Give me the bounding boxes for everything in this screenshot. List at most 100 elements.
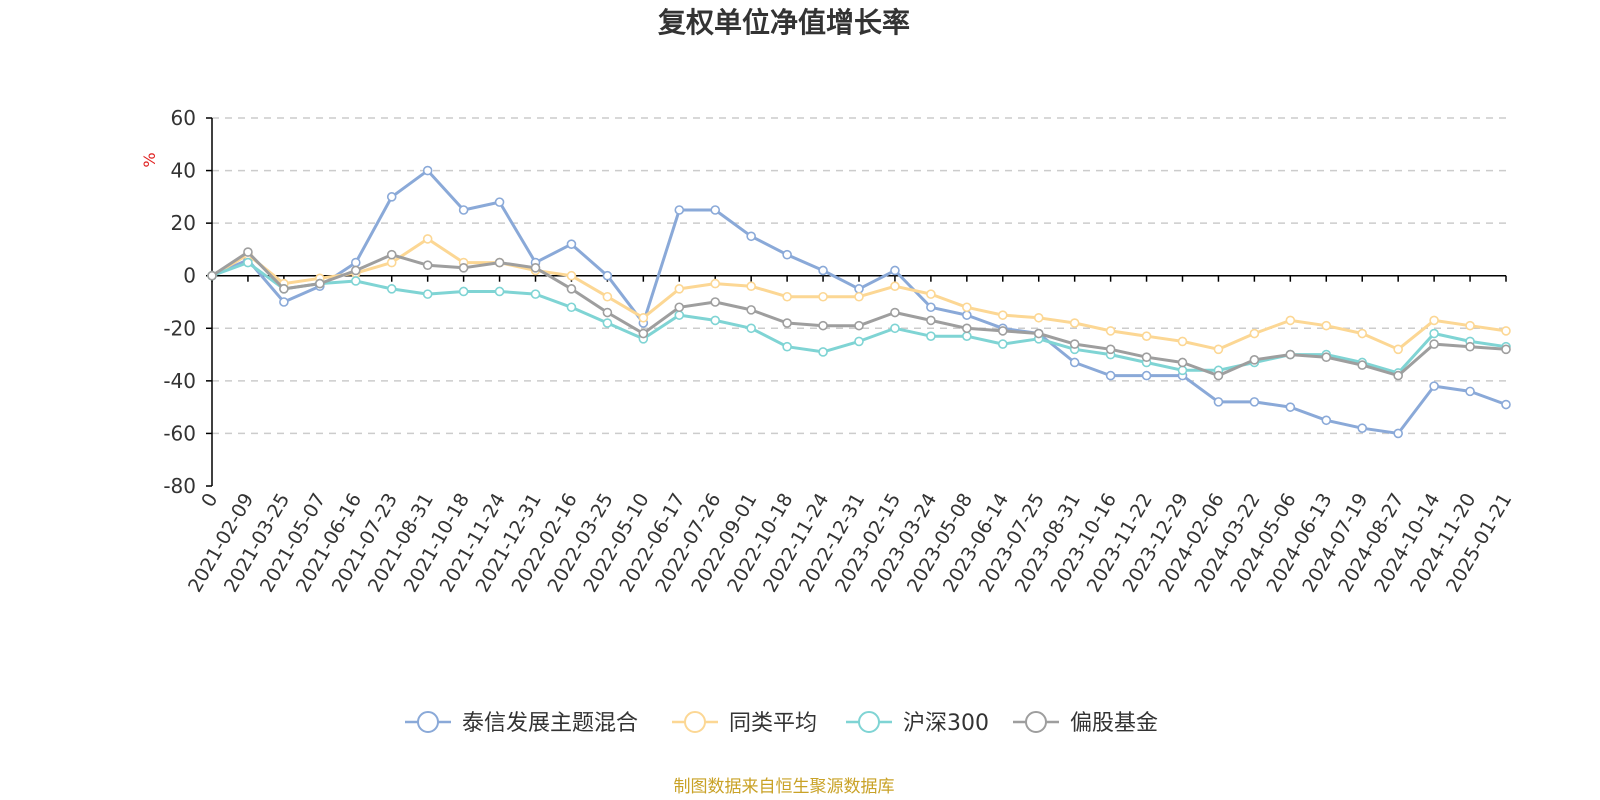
- data-point: [890, 281, 900, 292]
- data-point: [566, 284, 577, 294]
- y-tick-label: 0: [183, 264, 196, 288]
- data-point: [530, 289, 541, 299]
- data-point: [674, 310, 685, 320]
- legend-item[interactable]: 沪深300: [846, 711, 989, 736]
- data-point: [1069, 318, 1080, 328]
- data-point: [1285, 349, 1296, 360]
- data-point: [422, 165, 433, 176]
- data-point: [1465, 320, 1475, 331]
- data-point: [1393, 428, 1403, 439]
- data-point: [710, 297, 721, 307]
- data-point: [746, 281, 756, 292]
- data-point: [674, 205, 685, 215]
- series-line: [210, 250, 1508, 378]
- data-point: [1321, 320, 1332, 331]
- series-line: [210, 169, 1508, 435]
- data-point: [1501, 399, 1511, 410]
- data-point: [926, 331, 936, 341]
- legend-marker-icon: [684, 711, 706, 733]
- data-point: [1141, 331, 1152, 341]
- data-point: [350, 265, 361, 276]
- legend[interactable]: 泰信发展主题混合 同类平均 沪深300 偏股基金: [405, 711, 1158, 736]
- data-point: [1249, 328, 1260, 339]
- legend-label: 沪深300: [903, 711, 989, 736]
- data-point: [1177, 336, 1188, 347]
- legend-label: 泰信发展主题混合: [462, 711, 638, 736]
- data-point: [782, 318, 792, 328]
- data-point: [1357, 328, 1368, 339]
- data-point: [1249, 397, 1260, 407]
- y-tick-label: -40: [163, 369, 196, 393]
- data-point: [1501, 326, 1511, 336]
- data-point: [494, 257, 505, 268]
- data-point: [566, 239, 577, 249]
- data-point: [279, 284, 289, 294]
- data-point: [494, 197, 505, 207]
- source-note: 制图数据来自恒生聚源数据库: [674, 777, 895, 797]
- data-point: [243, 247, 253, 257]
- data-point: [243, 257, 253, 268]
- data-point: [458, 205, 469, 215]
- data-point: [1465, 386, 1475, 397]
- data-point: [1177, 357, 1188, 368]
- data-point: [710, 315, 721, 326]
- data-point: [315, 278, 325, 289]
- data-point: [207, 270, 217, 281]
- data-point: [854, 284, 864, 294]
- data-point: [818, 265, 828, 276]
- data-point: [962, 310, 972, 320]
- data-point: [746, 305, 756, 315]
- legend-marker-icon: [1025, 711, 1047, 733]
- data-point: [818, 320, 828, 331]
- data-point: [602, 307, 613, 318]
- data-point: [1069, 339, 1080, 349]
- data-point: [1213, 397, 1224, 407]
- data-point: [962, 302, 972, 313]
- data-point: [674, 284, 685, 294]
- data-point: [854, 291, 864, 302]
- data-point: [566, 302, 577, 313]
- data-point: [1177, 365, 1188, 376]
- data-point: [1105, 326, 1116, 336]
- y-tick-label: 20: [171, 211, 196, 235]
- data-point: [1141, 370, 1152, 381]
- data-point: [674, 302, 685, 313]
- data-point: [1429, 315, 1439, 326]
- data-point: [494, 286, 505, 297]
- data-point: [422, 234, 433, 244]
- data-point: [1033, 312, 1044, 323]
- legend-item[interactable]: 偏股基金: [1013, 711, 1158, 736]
- y-tick-label: -80: [163, 474, 196, 498]
- data-point: [997, 326, 1008, 336]
- data-point: [422, 260, 433, 271]
- data-point: [782, 291, 792, 302]
- data-point: [1285, 315, 1296, 326]
- data-point: [458, 286, 469, 297]
- data-point: [710, 205, 721, 215]
- data-point: [746, 323, 756, 334]
- data-point: [997, 310, 1008, 320]
- legend-item[interactable]: 泰信发展主题混合: [405, 711, 638, 736]
- data-point: [566, 270, 577, 281]
- data-point: [386, 249, 397, 260]
- data-point: [386, 284, 397, 294]
- data-point: [1105, 344, 1116, 355]
- axes: 6040200-20-40-60-8002021-02-092021-03-25…: [163, 106, 1516, 596]
- data-point: [782, 249, 792, 260]
- data-point: [890, 323, 900, 334]
- data-point: [458, 263, 469, 273]
- data-point: [1393, 370, 1403, 381]
- data-point: [962, 331, 972, 341]
- data-point: [1393, 344, 1403, 355]
- data-point: [890, 307, 900, 318]
- data-point: [1357, 423, 1368, 433]
- series-group: [207, 165, 1511, 439]
- data-point: [962, 323, 972, 334]
- data-point: [890, 265, 900, 276]
- legend-label: 同类平均: [729, 711, 817, 736]
- legend-item[interactable]: 同类平均: [672, 711, 817, 736]
- series-group: [207, 247, 1511, 381]
- data-point: [997, 339, 1008, 349]
- data-point: [422, 289, 433, 299]
- data-point: [386, 192, 397, 202]
